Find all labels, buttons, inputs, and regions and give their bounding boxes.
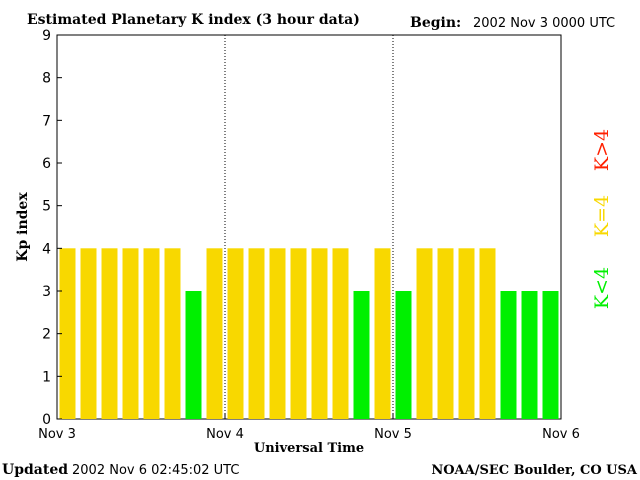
kp-bar — [122, 248, 139, 419]
updated-value: 2002 Nov 6 02:45:02 UTC — [72, 463, 239, 478]
kp-bar — [59, 248, 76, 419]
kp-bar — [353, 291, 370, 419]
y-tick-label: 1 — [42, 369, 51, 385]
updated-label: Updated — [2, 462, 68, 478]
kp-bar — [185, 291, 202, 419]
day-separators — [224, 35, 394, 419]
x-tick-label: Nov 3 — [38, 427, 76, 442]
y-axis-ticks: 0 1 2 3 4 5 6 7 8 9 — [42, 28, 62, 428]
y-tick-label: 6 — [42, 156, 51, 172]
x-axis-label: Universal Time — [254, 441, 364, 456]
kp-bar — [143, 248, 160, 419]
x-axis-ticks: Nov 3 Nov 4 Nov 5 Nov 6 — [38, 413, 580, 442]
kp-bar — [269, 248, 286, 419]
kp-bar — [479, 248, 496, 419]
y-tick-label: 5 — [42, 199, 51, 215]
y-tick-label: 2 — [42, 327, 51, 343]
y-tick-label: 8 — [42, 71, 51, 87]
y-tick-label: 9 — [42, 28, 51, 44]
kp-bar — [416, 248, 433, 419]
kp-bar — [542, 291, 559, 419]
kp-bar — [437, 248, 454, 419]
y-tick-label: 7 — [42, 113, 51, 129]
legend-high: K>4 — [591, 129, 613, 171]
kp-bar — [332, 248, 349, 419]
x-tick-label: Nov 4 — [206, 427, 244, 442]
kp-bar — [395, 291, 412, 419]
kp-bar — [374, 248, 391, 419]
y-tick-label: 0 — [42, 412, 51, 428]
kp-bar — [227, 248, 244, 419]
kp-bar — [311, 248, 328, 419]
legend-low: K<4 — [591, 267, 613, 309]
legend-equal: K=4 — [591, 195, 613, 237]
y-tick-label: 3 — [42, 284, 51, 300]
kp-bar — [458, 248, 475, 419]
kp-bar — [290, 248, 307, 419]
bar-series — [59, 248, 559, 419]
x-tick-label: Nov 5 — [374, 427, 412, 442]
x-tick-label: Nov 6 — [542, 427, 580, 442]
kp-bar — [500, 291, 517, 419]
kp-bar — [206, 248, 223, 419]
kp-bar — [248, 248, 265, 419]
kp-bar — [80, 248, 97, 419]
kp-bar — [521, 291, 538, 419]
kp-bar — [101, 248, 118, 419]
plot-frame — [56, 34, 562, 420]
source-credit: NOAA/SEC Boulder, CO USA — [431, 463, 638, 478]
y-tick-label: 4 — [42, 241, 51, 257]
begin-label: Begin: — [410, 15, 461, 31]
chart-title: Estimated Planetary K index (3 hour data… — [27, 12, 360, 28]
kp-bar — [164, 248, 181, 419]
begin-value: 2002 Nov 3 0000 UTC — [473, 16, 615, 31]
y-axis-label: Kp index — [15, 192, 31, 262]
